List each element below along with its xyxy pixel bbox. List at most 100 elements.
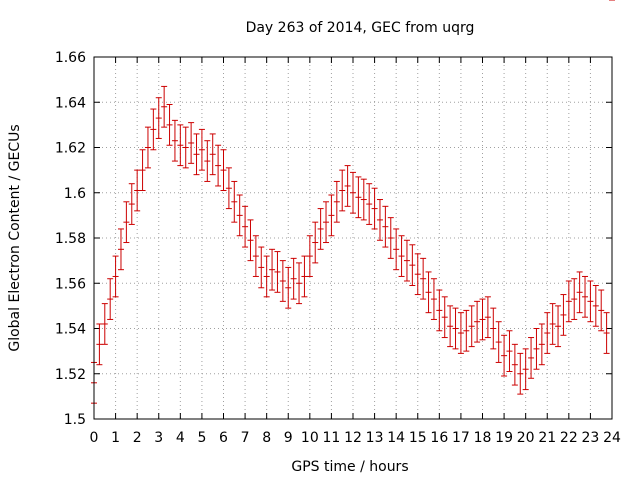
data-point <box>96 323 103 366</box>
x-tick-label: 12 <box>344 430 362 446</box>
data-point <box>398 235 405 277</box>
data-point <box>533 328 540 370</box>
data-point <box>598 289 605 332</box>
y-tick-label: 1.54 <box>55 322 86 338</box>
data-point <box>603 312 610 354</box>
data-point <box>306 235 313 277</box>
data-point <box>387 217 394 259</box>
data-point <box>366 183 373 225</box>
data-point <box>290 257 297 300</box>
y-axis-label: Global Electron Content / GECUs <box>7 124 23 351</box>
y-tick-label: 1.62 <box>55 141 86 157</box>
data-point <box>242 205 249 248</box>
data-point <box>252 235 259 277</box>
data-point <box>171 119 178 162</box>
data-point <box>220 149 227 191</box>
data-point <box>231 180 238 223</box>
data-point <box>506 330 513 372</box>
data-point <box>582 275 589 318</box>
data-point <box>484 296 491 339</box>
y-tick-label: 1.56 <box>55 276 86 292</box>
data-point <box>517 352 524 395</box>
data-series <box>91 0 615 404</box>
data-point <box>571 278 578 320</box>
data-point <box>166 104 173 146</box>
data-point <box>182 126 189 169</box>
data-point <box>549 303 556 345</box>
data-point <box>403 239 410 282</box>
data-point <box>592 285 599 327</box>
data-point <box>538 323 545 366</box>
grid-lines <box>94 57 612 419</box>
x-tick-label: 2 <box>133 430 142 446</box>
data-point <box>247 219 254 262</box>
data-point <box>360 178 367 221</box>
x-tick-label: 13 <box>366 430 384 446</box>
data-point <box>457 312 464 354</box>
data-point <box>285 266 292 309</box>
data-point <box>161 85 168 128</box>
x-tick-label: 0 <box>90 430 99 446</box>
data-point <box>279 260 286 302</box>
y-axis-ticks: 1.5 1.52 1.54 1.56 1.58 1.6 1.62 1.64 1.66 <box>55 50 612 428</box>
x-tick-label: 24 <box>603 430 621 446</box>
data-point <box>328 194 335 237</box>
x-tick-label: 17 <box>452 430 470 446</box>
data-point <box>371 187 378 230</box>
data-point <box>236 194 243 237</box>
data-point <box>414 253 421 296</box>
data-point <box>155 97 162 139</box>
x-tick-label: 15 <box>409 430 427 446</box>
data-point <box>296 262 303 305</box>
data-point <box>188 122 195 164</box>
data-point <box>565 280 572 323</box>
data-point <box>150 108 157 151</box>
data-point <box>382 205 389 248</box>
x-tick-label: 14 <box>387 430 405 446</box>
x-tick-label: 20 <box>517 430 535 446</box>
data-point <box>344 165 351 207</box>
data-point <box>355 176 362 219</box>
data-point <box>544 312 551 354</box>
x-tick-label: 4 <box>176 430 185 446</box>
data-point <box>274 251 281 293</box>
data-point <box>441 296 448 339</box>
x-tick-label: 7 <box>241 430 250 446</box>
x-tick-label: 18 <box>474 430 492 446</box>
data-point <box>215 144 222 187</box>
y-tick-label: 1.58 <box>55 231 86 247</box>
chart-title: Day 263 of 2014, GEC from uqrg <box>246 20 475 36</box>
data-point <box>107 278 114 320</box>
data-point <box>479 298 486 341</box>
data-point <box>376 199 383 241</box>
data-point <box>463 309 470 352</box>
data-point <box>522 348 529 391</box>
data-point <box>420 257 427 300</box>
x-tick-label: 19 <box>495 430 513 446</box>
data-point <box>501 334 508 377</box>
data-point <box>528 337 535 379</box>
y-tick-label: 1.66 <box>55 50 86 66</box>
data-point <box>177 124 184 167</box>
data-point <box>350 171 356 214</box>
data-point <box>447 305 454 348</box>
data-point <box>112 255 119 298</box>
data-point <box>301 255 308 298</box>
data-point <box>134 169 141 212</box>
data-point <box>117 228 124 271</box>
y-tick-label: 1.5 <box>64 412 86 428</box>
data-point <box>490 307 497 350</box>
x-tick-label: 23 <box>582 430 600 446</box>
data-point <box>393 228 400 271</box>
data-point <box>409 244 416 287</box>
data-point <box>436 289 443 332</box>
data-point <box>430 278 437 320</box>
data-point <box>576 271 583 314</box>
data-point <box>425 271 432 314</box>
data-point <box>128 183 135 225</box>
data-point <box>468 305 475 348</box>
data-point <box>560 294 567 336</box>
x-tick-label: 5 <box>197 430 206 446</box>
data-point <box>263 255 270 298</box>
